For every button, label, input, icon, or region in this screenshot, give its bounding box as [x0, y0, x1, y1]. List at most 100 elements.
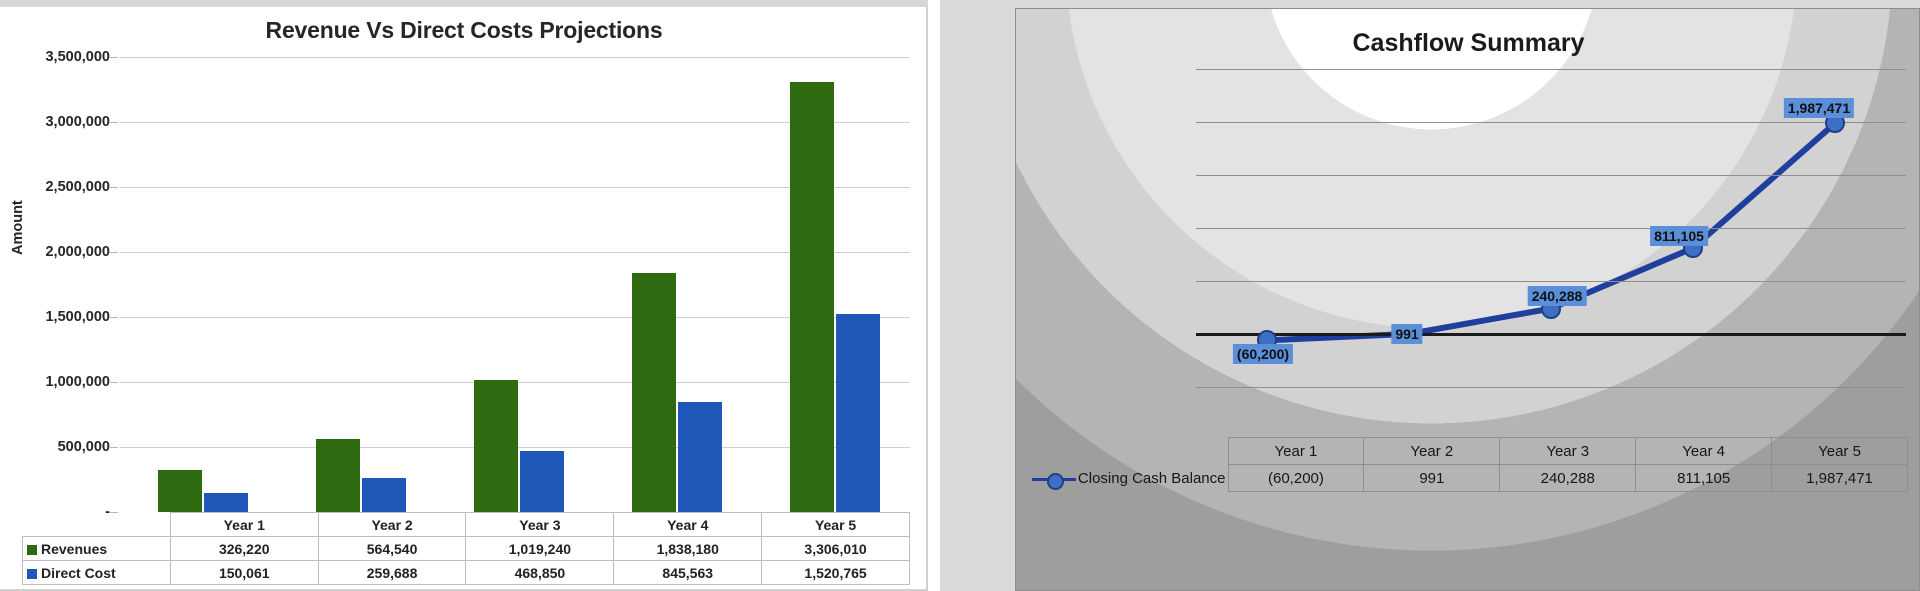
table-cell: (60,200)	[1227, 464, 1365, 492]
data-point-label: (60,200)	[1232, 344, 1294, 365]
y-axis-tick-mark	[110, 57, 118, 58]
column-header-year-4: Year 4	[1635, 437, 1773, 465]
y-axis-tick-mark	[110, 512, 118, 513]
column-header-year-1: Year 1	[169, 512, 319, 537]
table-cell: 811,105	[1635, 464, 1773, 492]
column-header-year-3: Year 3	[1499, 437, 1637, 465]
table-cell: 991	[1363, 464, 1501, 492]
table-cell: 240,288	[1499, 464, 1637, 492]
green-swatch	[27, 544, 37, 555]
right-chart-title: Cashflow Summary	[1352, 29, 1585, 57]
gridline	[120, 57, 910, 58]
data-point-label: 991	[1391, 323, 1423, 344]
table-cell: 1,987,471	[1771, 464, 1908, 492]
y-axis-tick-mark	[110, 187, 118, 188]
gridline	[1196, 175, 1906, 176]
table-cell: 150,061	[169, 560, 319, 585]
table-row: Closing Cash Balance (60,200) 991 240,288 81…	[1028, 464, 1908, 492]
right-panel-top-band	[940, 0, 1920, 5]
right-chart-data-table[interactable]: Year 1 Year 2 Year 3 Year 4 Year 5 Closi…	[1028, 437, 1908, 492]
bar-direct-cost[interactable]	[678, 402, 722, 512]
bar-revenues[interactable]	[474, 379, 518, 512]
y-axis-tick-mark	[110, 252, 118, 253]
gridline	[1196, 281, 1906, 282]
y-axis-tick-label: 1,000,000	[45, 374, 110, 390]
y-axis-tick-label: 2,500,000	[45, 179, 110, 195]
y-axis-tick-label: 1,500,000	[45, 309, 110, 325]
left-chart-y-axis-title: Amount	[10, 200, 26, 255]
table-header-row: Year 1 Year 2 Year 3 Year 4 Year 5	[1028, 437, 1908, 465]
table-cell: 259,688	[317, 560, 467, 585]
data-point-label: 1,987,471	[1783, 98, 1855, 119]
bar-revenues[interactable]	[158, 469, 202, 512]
table-corner-cell	[23, 513, 171, 537]
y-axis-tick-mark	[110, 317, 118, 318]
y-axis-tick-label: 2,000,000	[45, 244, 110, 260]
row-label: Revenues	[41, 540, 108, 557]
bar-group	[278, 57, 436, 512]
table-header-row: Year 1 Year 2 Year 3 Year 4 Year 5	[23, 512, 910, 537]
bar-revenues[interactable]	[632, 273, 676, 512]
table-cell: 468,850	[465, 560, 615, 585]
table-cell: 1,520,765	[761, 560, 910, 585]
data-point-label: 240,288	[1527, 285, 1587, 306]
gridline	[120, 122, 910, 123]
blue-swatch	[27, 568, 37, 579]
bar-direct-cost[interactable]	[520, 451, 564, 512]
gridline	[1196, 69, 1906, 70]
y-axis-tick-label: 3,500,000	[45, 49, 110, 65]
table-cell: 326,220	[169, 536, 319, 561]
data-point-label: 811,105	[1650, 226, 1708, 247]
left-panel-top-band	[0, 0, 928, 7]
table-cell: 845,563	[613, 560, 763, 585]
bar-direct-cost[interactable]	[204, 492, 248, 512]
y-axis-tick-label: 500,000	[57, 439, 110, 455]
cashflow-summary-panel[interactable]: Cashflow Summary (60,200) 991 240,288 811,1…	[940, 5, 1920, 591]
y-axis-tick-mark	[110, 447, 118, 448]
y-axis-tick-mark	[110, 122, 118, 123]
bar-group	[594, 57, 752, 512]
left-chart-data-table[interactable]: Year 1 Year 2 Year 3 Year 4 Year 5 Reven…	[22, 512, 910, 585]
table-corner-cell	[1028, 438, 1228, 465]
bar-revenues[interactable]	[316, 438, 360, 512]
column-header-year-2: Year 2	[317, 512, 467, 537]
bar-revenues[interactable]	[790, 82, 834, 512]
y-axis-tick-label: 3,000,000	[45, 114, 110, 130]
table-cell: 564,540	[317, 536, 467, 561]
gridline	[120, 317, 910, 318]
bar-group	[436, 57, 594, 512]
gridline	[120, 252, 910, 253]
zero-axis-line	[1196, 333, 1906, 336]
gridline	[120, 187, 910, 188]
row-label: Closing Cash Balance	[1077, 469, 1226, 487]
row-header-closing-cash-balance: Closing Cash Balance	[1028, 465, 1228, 492]
row-label: Direct Cost	[41, 564, 116, 581]
row-header-revenues: Revenues	[22, 536, 171, 561]
revenue-vs-direct-costs-chart-panel[interactable]: Revenue Vs Direct Costs Projections Amou…	[0, 7, 928, 591]
left-chart-plot-area: 3,500,000 3,000,000 2,500,000 2,000,000 1,50…	[45, 49, 910, 520]
row-header-direct-cost: Direct Cost	[22, 560, 171, 585]
table-cell: 1,019,240	[465, 536, 615, 561]
column-header-year-5: Year 5	[1771, 437, 1908, 465]
bar-group	[752, 57, 910, 512]
bar-group	[120, 57, 278, 512]
cashflow-chart-area[interactable]: Cashflow Summary (60,200) 991 240,288 811,1…	[1015, 8, 1920, 591]
column-header-year-4: Year 4	[613, 512, 763, 537]
line-marker-icon	[1031, 472, 1076, 490]
table-row: Revenues 326,220 564,540 1,019,240 1,838,180…	[22, 536, 910, 561]
column-header-year-5: Year 5	[761, 512, 910, 537]
gridline	[1196, 387, 1906, 388]
column-header-year-3: Year 3	[465, 512, 615, 537]
gridline	[1196, 228, 1906, 229]
column-header-year-1: Year 1	[1227, 437, 1365, 465]
chart-background-gradient	[1016, 9, 1919, 590]
gridline	[1196, 122, 1906, 123]
bar-direct-cost[interactable]	[362, 478, 406, 512]
table-cell: 1,838,180	[613, 536, 763, 561]
bar-direct-cost[interactable]	[836, 314, 880, 512]
y-axis-tick-label: -	[105, 504, 110, 520]
right-chart-plot-area: (60,200) 991 240,288 811,105 1,987,471	[1196, 69, 1906, 388]
table-cell: 3,306,010	[761, 536, 910, 561]
column-header-year-2: Year 2	[1363, 437, 1501, 465]
